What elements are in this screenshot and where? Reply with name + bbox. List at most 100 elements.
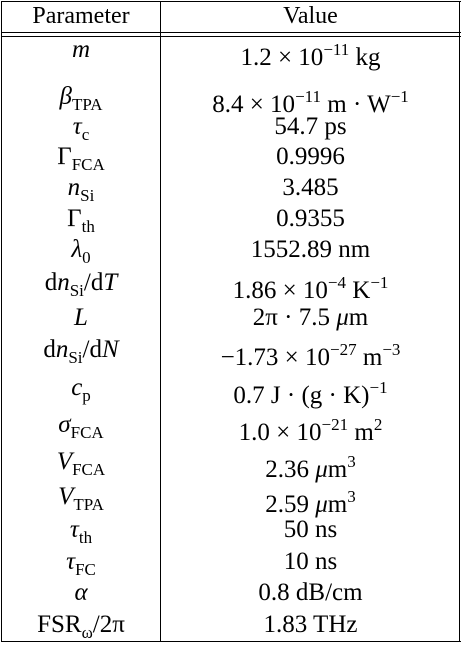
value-cell: 0.7 J · (g · K)−1 xyxy=(161,373,460,409)
text-run: σ xyxy=(58,411,71,438)
text-run: m · W xyxy=(321,91,391,118)
text-run: m xyxy=(71,36,91,63)
parameter-cell: σFCA xyxy=(2,410,160,442)
rule xyxy=(459,1,460,642)
rule xyxy=(1,36,461,37)
text-run: 1.86 × 10 xyxy=(232,277,328,304)
text-run: 0.9355 xyxy=(276,205,345,232)
text-run: −1 xyxy=(370,273,389,292)
text-run: th xyxy=(81,217,95,236)
value-cell: 2.36 μm3 xyxy=(161,447,460,483)
rule xyxy=(1,32,461,33)
parameter-cell: FSRω/2π xyxy=(2,610,160,642)
value-cell: 1.2 × 10−11 kg xyxy=(161,35,460,71)
text-run: τ xyxy=(72,113,82,140)
value-cell: 1.83 THz xyxy=(161,610,460,640)
parameter-cell: L xyxy=(2,303,160,333)
text-run: n xyxy=(67,174,81,201)
text-run: −3 xyxy=(382,340,401,359)
value-cell: 3.485 xyxy=(161,173,460,203)
text-run: Γ xyxy=(57,143,72,170)
text-run: −11 xyxy=(295,87,322,106)
parameter-cell: τFC xyxy=(2,547,160,579)
text-run: 2 xyxy=(373,415,383,434)
text-run: Γ xyxy=(67,205,82,232)
text-run: 1.0 × 10 xyxy=(238,419,322,446)
text-run: −1 xyxy=(390,87,409,106)
text-run: FSR xyxy=(37,611,82,638)
rule xyxy=(1,1,2,642)
rule xyxy=(1,641,461,642)
text-run: 3 xyxy=(347,452,356,471)
parameter-cell: dnSi/dN xyxy=(2,335,160,367)
text-run: −21 xyxy=(321,415,349,434)
text-run: m xyxy=(348,304,369,331)
parameter-cell: VFCA xyxy=(2,447,160,479)
text-run: d xyxy=(43,336,56,363)
value-cell: 50 ns xyxy=(161,515,460,545)
text-run: FCA xyxy=(70,423,104,442)
text-run: n xyxy=(57,269,70,296)
text-run: 2.59 xyxy=(265,491,316,518)
value-cell: 0.9355 xyxy=(161,204,460,234)
text-run: 0 xyxy=(82,248,91,267)
text-run: −1.73 × 10 xyxy=(220,344,331,371)
value-cell: 1.0 × 10−21 m2 xyxy=(161,410,460,446)
rule xyxy=(160,1,161,642)
parameter-cell: Γth xyxy=(2,204,160,236)
parameter-cell: τc xyxy=(2,112,160,144)
text-run: /2π xyxy=(92,611,125,638)
text-run: 1552.89 nm xyxy=(250,236,371,263)
text-run: 10 ns xyxy=(283,548,338,575)
text-run: kg xyxy=(349,44,381,71)
text-run: th xyxy=(78,528,93,547)
text-run: m xyxy=(356,344,383,371)
text-run: 2π · 7.5 xyxy=(252,304,337,331)
text-run: β xyxy=(59,83,72,110)
text-run: c xyxy=(81,125,90,144)
parameter-cell: cp xyxy=(2,373,160,405)
text-run: 54.7 ps xyxy=(274,113,347,140)
value-cell: 8.4 × 10−11 m · W−1 xyxy=(161,82,460,118)
text-run: τ xyxy=(66,548,76,575)
text-run: Si xyxy=(69,281,84,300)
value-cell: −1.73 × 10−27 m−3 xyxy=(161,335,460,371)
text-run: 2.36 xyxy=(265,456,316,483)
text-run: μ xyxy=(315,491,328,518)
text-run: μ xyxy=(315,456,328,483)
text-run: λ xyxy=(71,236,83,263)
text-run: K xyxy=(346,277,371,304)
text-run: m xyxy=(348,419,374,446)
parameter-cell: ΓFCA xyxy=(2,142,160,174)
value-cell: 2π · 7.5 μm xyxy=(161,303,460,333)
text-run: V xyxy=(58,483,74,510)
text-run: n xyxy=(55,336,69,363)
text-run: 1.2 × 10 xyxy=(240,44,324,71)
text-run: −11 xyxy=(323,40,350,59)
value-cell: 1552.89 nm xyxy=(161,235,460,265)
text-run: 0.9996 xyxy=(276,143,345,170)
value-cell: 54.7 ps xyxy=(161,112,460,142)
text-run: V xyxy=(56,448,73,475)
parameter-cell: α xyxy=(2,578,160,608)
text-run: d xyxy=(44,269,58,296)
text-run: FC xyxy=(75,560,96,579)
text-run: ω xyxy=(81,623,93,642)
text-run: τ xyxy=(69,516,79,543)
text-run: 8.4 × 10 xyxy=(212,91,296,118)
text-run: 3.485 xyxy=(282,174,339,201)
text-run: α xyxy=(74,579,88,606)
text-run: −27 xyxy=(330,340,357,359)
text-run: Si xyxy=(68,348,83,367)
text-run: m xyxy=(327,456,348,483)
text-run: /d xyxy=(83,269,104,296)
text-run: 50 ns xyxy=(283,516,338,543)
parameter-cell: λ0 xyxy=(2,235,160,267)
text-run: FCA xyxy=(71,155,105,174)
parameter-cell: nSi xyxy=(2,173,160,205)
parameter-cell: VTPA xyxy=(2,482,160,514)
text-run: −4 xyxy=(327,273,347,292)
text-run: μ xyxy=(336,304,349,331)
text-run: c xyxy=(71,374,83,401)
rule xyxy=(1,1,461,2)
